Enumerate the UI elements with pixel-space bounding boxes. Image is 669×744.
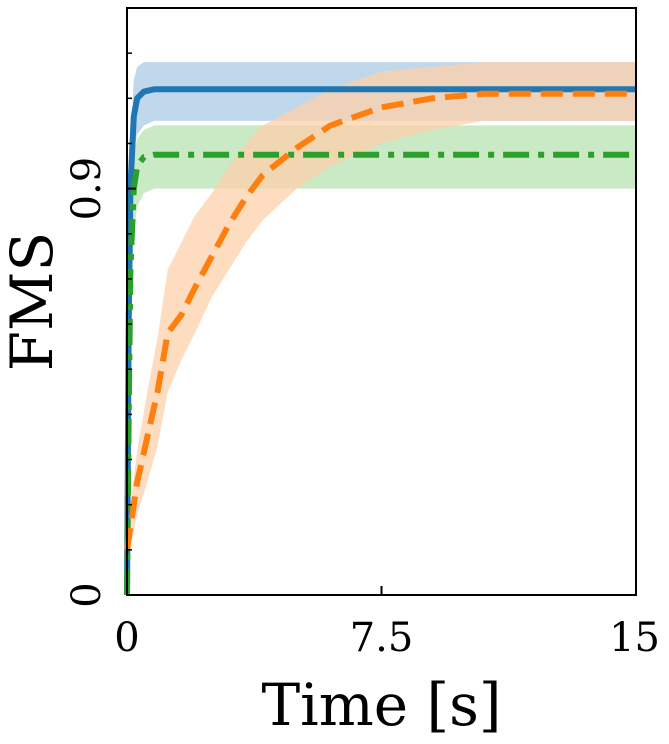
x-axis-label: Time [s] (261, 671, 501, 739)
x-tick-label: 7.5 (350, 615, 414, 661)
y-tick-label: 0 (64, 582, 110, 607)
series-2-line (124, 90, 636, 551)
y-axis-label: FMS (0, 232, 66, 371)
series-1-band (127, 125, 636, 596)
tick-labels: 0 0.9 0 7.5 15 (64, 157, 660, 661)
series-1-line (124, 151, 636, 596)
plot-frame (126, 7, 637, 596)
x-tick-label: 15 (609, 615, 660, 661)
uncertainty-bands (127, 62, 636, 596)
y-tick-label: 0.9 (64, 157, 110, 221)
x-tick-label: 0 (114, 615, 139, 661)
